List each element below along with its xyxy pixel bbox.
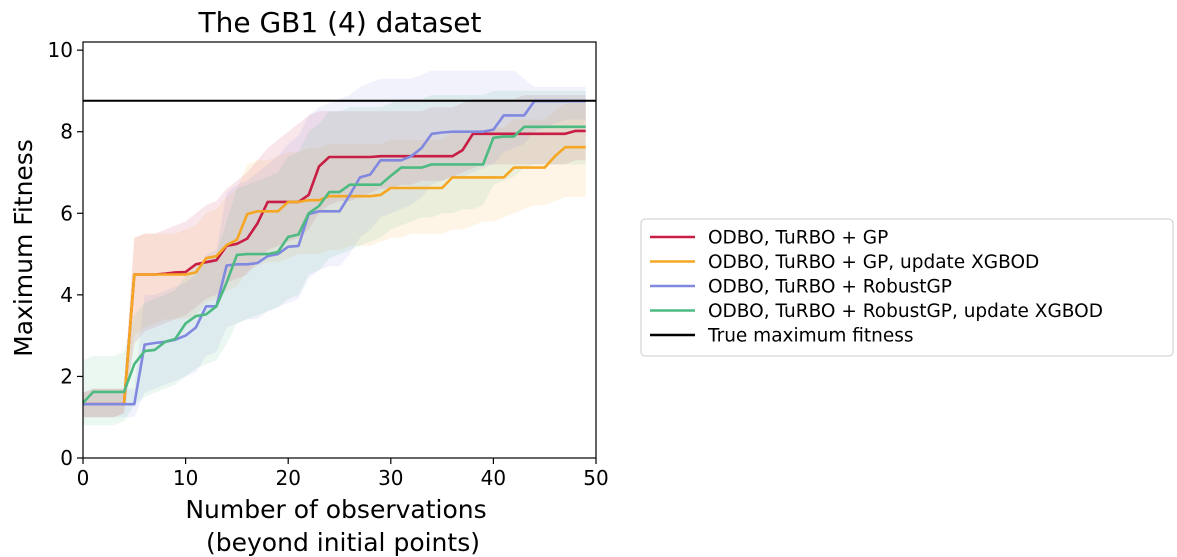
legend-items: ODBO, TuRBO + GP ODBO, TuRBO + GP, update… [650, 228, 1103, 347]
x-axis: 0 10 20 30 40 50 [77, 458, 609, 490]
band-odbo-turbo-robustgp-update-xgbod [83, 90, 586, 426]
series-lines [82, 99, 586, 406]
y-tick-label: 8 [60, 120, 73, 144]
x-tick-label: 50 [583, 466, 608, 490]
legend: ODBO, TuRBO + GP ODBO, TuRBO + GP, update… [640, 218, 1174, 357]
series-line-odbo-turbo-robustgp-update-xgbod [82, 125, 586, 404]
legend-label-odbo-turbo-robustgp-update-xgbod: ODBO, TuRBO + RobustGP, update XGBOD [708, 301, 1103, 322]
y-tick-label: 6 [60, 201, 73, 225]
x-axis-title-line-1: Number of observations [185, 495, 486, 524]
y-axis-title: Maximum Fitness [9, 139, 38, 357]
x-tick-label: 40 [481, 466, 506, 490]
y-tick-label: 0 [60, 446, 73, 470]
legend-label-odbo-turbo-robustgp: ODBO, TuRBO + RobustGP [708, 277, 952, 298]
y-axis: 0 2 4 6 8 10 [48, 38, 83, 470]
y-tick-label: 2 [60, 364, 73, 388]
band-odbo-turbo-gp-update-xgbod [83, 103, 586, 418]
y-tick-label: 10 [48, 38, 73, 62]
plot-frame [82, 41, 597, 459]
y-tick-label: 4 [60, 283, 73, 307]
x-tick-label: 0 [77, 466, 90, 490]
legend-label-odbo-turbo-gp: ODBO, TuRBO + GP [708, 228, 888, 249]
legend-label-true-maximum-fitness: True maximum fitness [707, 326, 914, 347]
x-tick-label: 30 [378, 466, 403, 490]
legend-box [640, 218, 1174, 357]
chart-title: The GB1 (4) dataset [197, 6, 481, 39]
x-axis-title-line-2: (beyond initial points) [206, 528, 480, 557]
x-tick-label: 20 [275, 466, 300, 490]
series-line-odbo-turbo-gp-update-xgbod [83, 145, 586, 406]
band-odbo-turbo-robustgp [83, 70, 586, 418]
confidence-bands [83, 70, 586, 426]
legend-label-odbo-turbo-gp-update-xgbod: ODBO, TuRBO + GP, update XGBOD [708, 252, 1039, 273]
x-tick-label: 10 [173, 466, 198, 490]
